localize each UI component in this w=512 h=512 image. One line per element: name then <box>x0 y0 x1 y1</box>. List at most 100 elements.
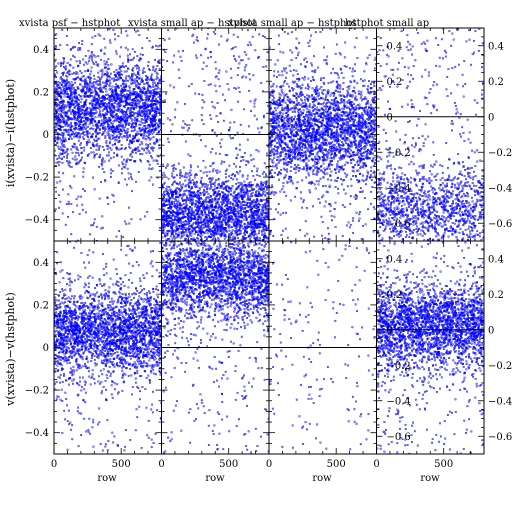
data-point <box>145 147 148 149</box>
data-point <box>107 97 110 100</box>
data-point <box>71 97 74 100</box>
data-point <box>118 164 120 167</box>
data-point <box>105 104 108 107</box>
data-point <box>182 166 185 169</box>
data-point <box>249 233 252 236</box>
data-point <box>107 203 110 205</box>
data-point <box>134 128 136 131</box>
data-point <box>61 126 64 128</box>
data-point <box>223 161 226 163</box>
data-point <box>152 149 154 152</box>
data-point <box>263 186 266 188</box>
data-point <box>217 78 220 81</box>
data-point <box>67 100 69 103</box>
data-point <box>69 95 71 97</box>
data-point <box>215 217 218 219</box>
data-point <box>200 228 202 231</box>
data-point <box>82 171 85 173</box>
data-point <box>238 184 240 187</box>
data-point <box>114 76 117 78</box>
data-point <box>141 87 144 90</box>
data-point <box>131 155 134 158</box>
data-point <box>76 107 79 110</box>
data-point <box>173 176 176 179</box>
panel-top-2 <box>161 27 270 242</box>
data-point <box>55 161 58 164</box>
data-point <box>177 68 180 71</box>
data-point <box>117 109 119 112</box>
data-point <box>100 96 103 99</box>
data-point <box>79 95 82 98</box>
data-point <box>230 210 233 213</box>
data-point <box>81 208 84 211</box>
data-point <box>103 116 105 119</box>
data-point <box>227 206 230 208</box>
data-point <box>85 126 88 129</box>
data-point <box>196 36 199 39</box>
data-point <box>58 124 61 127</box>
data-point <box>246 29 249 32</box>
data-point <box>77 161 80 164</box>
data-point <box>194 226 197 229</box>
data-point <box>187 199 190 202</box>
data-point <box>122 158 125 161</box>
data-point <box>133 149 136 151</box>
data-point <box>246 194 249 197</box>
data-point <box>252 175 255 177</box>
data-point <box>83 96 86 98</box>
data-point <box>123 110 125 113</box>
data-point <box>123 100 126 103</box>
data-point <box>76 72 79 75</box>
data-point <box>134 65 137 67</box>
data-point <box>138 69 141 72</box>
data-point <box>265 183 267 185</box>
data-point <box>111 102 114 105</box>
data-point <box>135 123 138 125</box>
data-point <box>124 130 127 133</box>
data-point <box>172 209 174 212</box>
data-point <box>81 124 84 126</box>
data-point <box>212 216 215 218</box>
data-point <box>210 184 212 187</box>
data-point <box>152 99 155 102</box>
data-point <box>80 132 83 135</box>
data-point <box>128 103 131 106</box>
data-point <box>68 128 70 131</box>
data-point <box>175 212 177 215</box>
data-point <box>124 126 126 129</box>
data-point <box>81 85 84 88</box>
data-point <box>238 206 241 209</box>
data-point <box>244 214 247 217</box>
data-point <box>152 81 155 84</box>
data-point <box>66 153 69 156</box>
data-point <box>66 75 69 78</box>
data-point <box>133 88 136 90</box>
data-point <box>134 160 136 163</box>
data-point <box>56 98 59 101</box>
data-point <box>89 115 92 118</box>
data-point <box>100 122 103 125</box>
data-point <box>73 142 75 145</box>
data-point <box>145 143 148 146</box>
data-point <box>93 107 96 109</box>
data-point <box>63 95 66 98</box>
data-point <box>67 125 69 128</box>
data-point <box>146 117 149 120</box>
data-point <box>100 100 102 102</box>
data-point <box>179 174 181 176</box>
data-point <box>142 86 145 89</box>
data-point <box>176 203 179 205</box>
data-point <box>207 56 210 59</box>
data-point <box>137 150 140 153</box>
data-point <box>72 96 75 99</box>
data-point <box>103 52 106 55</box>
data-point <box>108 151 110 154</box>
data-point <box>66 96 69 99</box>
data-point <box>224 226 227 229</box>
data-point <box>165 238 168 241</box>
data-point <box>121 111 124 114</box>
data-point <box>60 134 63 136</box>
data-point <box>260 127 263 129</box>
data-point <box>150 137 153 140</box>
data-point <box>213 234 216 236</box>
